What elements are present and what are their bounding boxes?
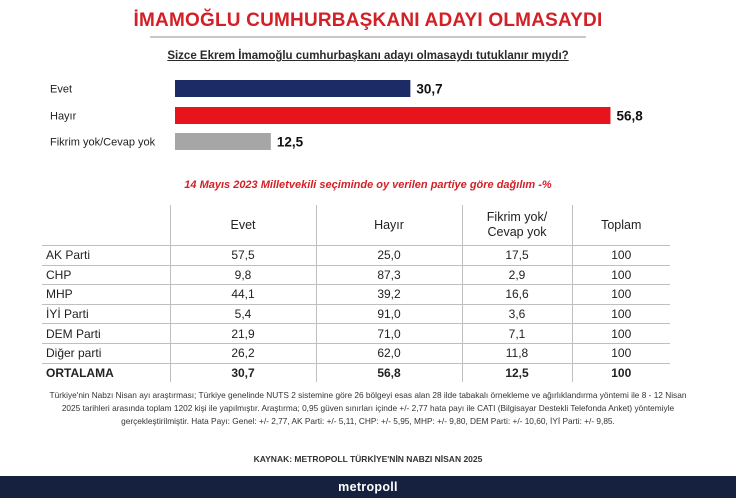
page-title: İMAMOĞLU CUMHURBAŞKANI ADAYI OLMASAYDI (133, 10, 603, 31)
header-toplam: Toplam (571, 205, 670, 246)
cell-hayir: 87,3 (315, 265, 462, 285)
cell-evet: 30,7 (169, 363, 316, 383)
cell-fikrim-yok: 16,6 (461, 284, 572, 305)
cell-fikrim-yok: 11,8 (461, 343, 572, 364)
row-label: Diğer parti (46, 346, 102, 361)
cell-toplam: 100 (571, 265, 670, 285)
distribution-table: Evet Hayır Fikrim yok/ Cevap yok Toplam … (42, 205, 670, 383)
bar-chart: Evet 30,7 Hayır 56,8 Fikrim yok/Cevap yok 12,… (50, 80, 643, 150)
title-divider (150, 36, 586, 38)
cell-toplam: 100 (571, 304, 670, 324)
table-row: CHP 9,8 87,3 2,9 100 (42, 265, 670, 285)
row-label: İYİ Parti (46, 307, 89, 322)
bar (175, 80, 411, 97)
header-fikrim-yok-label: Fikrim yok/ Cevap yok (486, 210, 548, 239)
cell-toplam: 100 (571, 245, 670, 266)
survey-question: Sizce Ekrem İmamoğlu cumhurbaşkanı adayı… (167, 50, 569, 62)
source-line: KAYNAK: METROPOLL TÜRKİYE'NİN NABZI NİSA… (253, 454, 483, 464)
header-evet: Evet (169, 205, 316, 246)
row-label: MHP (46, 287, 73, 302)
cell-toplam: 100 (571, 343, 670, 364)
table-row: MHP 44,1 39,2 16,6 100 (42, 284, 670, 305)
row-label: AK Parti (46, 248, 91, 263)
bar-category-label: Fikrim yok/Cevap yok (50, 137, 156, 149)
bar-value-label: 12,5 (277, 135, 304, 150)
cell-hayir: 25,0 (315, 245, 462, 266)
bar-value-label: 30,7 (416, 82, 442, 97)
cell-hayir: 39,2 (315, 284, 462, 305)
cell-fikrim-yok: 3,6 (461, 304, 572, 324)
cell-hayir: 91,0 (315, 304, 462, 324)
row-label: DEM Parti (46, 326, 101, 341)
table-row: Diğer parti 26,2 62,0 11,8 100 (42, 343, 670, 364)
cell-fikrim-yok: 17,5 (461, 245, 572, 266)
table-row: AK Parti 57,5 25,0 17,5 100 (42, 245, 670, 266)
bar (175, 107, 611, 124)
header-fikrim-yok: Fikrim yok/ Cevap yok (461, 205, 572, 246)
row-label: CHP (46, 267, 72, 282)
cell-hayir: 56,8 (315, 363, 462, 383)
table-row: DEM Parti 21,9 71,0 7,1 100 (42, 323, 670, 344)
cell-evet: 5,4 (169, 304, 316, 324)
bar-category-label: Hayır (50, 111, 77, 123)
methodology-note: Türkiye'nin Nabzı Nisan ayı araştırması;… (49, 390, 687, 426)
cell-hayir: 71,0 (315, 323, 462, 344)
cell-evet: 44,1 (169, 284, 316, 305)
footer-bar: metropoll (0, 476, 736, 498)
bar-value-label: 56,8 (616, 109, 643, 124)
header-party (42, 205, 170, 246)
cell-evet: 9,8 (169, 265, 316, 285)
cell-toplam: 100 (571, 363, 670, 383)
cell-toplam: 100 (571, 284, 670, 305)
bar-category-label: Evet (50, 84, 72, 96)
cell-evet: 21,9 (169, 323, 316, 344)
cell-toplam: 100 (571, 323, 670, 344)
row-label: ORTALAMA (46, 365, 114, 380)
cell-fikrim-yok: 2,9 (461, 265, 572, 285)
header-hayir: Hayır (315, 205, 462, 246)
brand-logo-text: metropoll (338, 480, 398, 494)
bar (175, 133, 271, 150)
table-row: ORTALAMA 30,7 56,8 12,5 100 (42, 363, 670, 383)
cell-fikrim-yok: 7,1 (461, 323, 572, 344)
table-body: AK Parti 57,5 25,0 17,5 100 CHP 9,8 87,3 2,9 100 M… (42, 245, 670, 383)
table-header-row: Evet Hayır Fikrim yok/ Cevap yok Toplam (42, 205, 670, 246)
table-subtitle: 14 Mayıs 2023 Milletvekili seçiminde oy … (184, 179, 552, 191)
cell-evet: 26,2 (169, 343, 316, 364)
cell-hayir: 62,0 (315, 343, 462, 364)
cell-fikrim-yok: 12,5 (461, 363, 572, 383)
table-row: İYİ Parti 5,4 91,0 3,6 100 (42, 304, 670, 324)
cell-evet: 57,5 (169, 245, 316, 266)
